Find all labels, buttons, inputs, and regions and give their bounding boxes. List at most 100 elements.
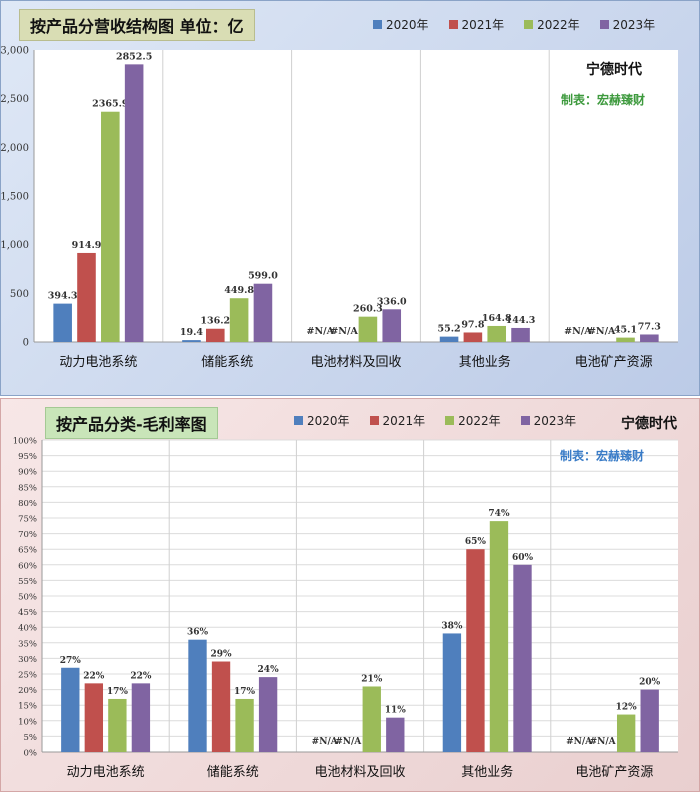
legend-swatch-2023 xyxy=(599,20,609,29)
bar-2023 xyxy=(258,677,278,752)
legend-item-2021: 2021年 xyxy=(369,412,425,429)
data-label-2020: 36% xyxy=(187,628,209,638)
legend-item-2021: 2021年 xyxy=(448,16,505,33)
margin-chart-legend: 2020年 2021年 2022年 2023年 xyxy=(294,412,576,429)
y-tick-label: 500 xyxy=(10,289,29,300)
bar-2023 xyxy=(640,689,659,752)
bar-2022 xyxy=(616,337,635,342)
y-tick-label: 100% xyxy=(13,437,37,447)
bar-2022 xyxy=(101,111,120,343)
x-tick-label: 其他业务 xyxy=(461,764,513,780)
bar-2020 xyxy=(53,303,72,342)
legend-swatch-2022 xyxy=(445,416,455,425)
legend-swatch-2020 xyxy=(373,20,382,29)
y-tick-label: 65% xyxy=(18,546,37,556)
bar-2020 xyxy=(442,633,462,752)
data-label-2023: 60% xyxy=(512,553,534,563)
data-label-2021: 22% xyxy=(83,671,105,681)
y-tick-label: 95% xyxy=(18,452,37,462)
revenue-chart-credit: 制表：宏赫臻财 xyxy=(561,93,646,107)
bar-2022 xyxy=(358,316,378,342)
data-label-2023: 599.0 xyxy=(248,271,278,282)
bar-2023 xyxy=(131,683,151,752)
data-label-2021: #N/A xyxy=(588,326,616,337)
y-tick-label: 2,500 xyxy=(1,94,29,105)
y-tick-label: 0% xyxy=(24,749,38,759)
bar-2021 xyxy=(205,328,225,342)
bar-2020 xyxy=(439,336,459,342)
bar-2020 xyxy=(188,639,207,752)
revenue-chart-title: 按产品分营收结构图 单位：亿 xyxy=(19,9,255,41)
legend-label-2020: 2020年 xyxy=(386,18,429,32)
y-tick-label: 75% xyxy=(18,515,37,525)
data-label-2020: #N/A xyxy=(566,737,593,747)
data-label-2022: 74% xyxy=(488,509,510,519)
y-tick-label: 10% xyxy=(18,717,37,727)
x-tick-label: 其他业务 xyxy=(459,354,511,370)
data-label-2021: 65% xyxy=(465,537,487,547)
data-label-2021: #N/A xyxy=(590,737,617,747)
data-label-2022: 45.1 xyxy=(614,325,637,336)
bar-2021 xyxy=(211,661,231,752)
y-tick-label: 25% xyxy=(18,671,37,681)
legend-label-2022: 2022年 xyxy=(458,414,501,428)
bar-2021 xyxy=(463,332,483,342)
bar-2023 xyxy=(386,717,405,752)
y-tick-label: 3,000 xyxy=(1,46,29,57)
bar-2021 xyxy=(77,252,96,342)
y-tick-label: 0 xyxy=(23,338,29,349)
data-label-2022: 17% xyxy=(234,687,256,697)
data-label-2021: 136.2 xyxy=(200,316,230,327)
margin-chart-credit: 制表：宏赫臻财 xyxy=(560,449,645,463)
bar-2022 xyxy=(229,298,249,342)
x-tick-label: 电池矿产资源 xyxy=(575,765,653,780)
margin-chart-panel: 0% 5% 10% 15% 20% 25% 30% 35% 40% 45% 50% 55% 60% 65%… xyxy=(0,398,700,792)
y-tick-label: 55% xyxy=(18,577,37,587)
y-tick-label: 80% xyxy=(18,499,37,509)
legend-item-2022: 2022年 xyxy=(445,412,501,429)
legend-item-2023: 2023年 xyxy=(599,16,656,33)
y-tick-label: 30% xyxy=(18,655,37,665)
data-label-2021: 97.8 xyxy=(461,319,485,330)
margin-chart-title: 按产品分类-毛利率图 xyxy=(45,407,218,439)
revenue-chart-legend: 2020年 2021年 2022年 2023年 xyxy=(373,16,655,33)
data-label-2020: 27% xyxy=(60,656,82,666)
y-tick-label: 50% xyxy=(18,593,37,603)
y-tick-label: 2,000 xyxy=(1,143,29,154)
data-label-2022: 164.8 xyxy=(482,313,512,324)
data-label-2021: #N/A xyxy=(335,737,362,747)
margin-bar-chart: 0% 5% 10% 15% 20% 25% 30% 35% 40% 45% 50% 55% 60% 65%… xyxy=(13,437,678,780)
data-label-2021: 29% xyxy=(210,650,232,660)
y-tick-label: 45% xyxy=(18,608,37,618)
data-label-2021: #N/A xyxy=(330,326,358,337)
legend-swatch-2021 xyxy=(369,416,379,425)
bar-2023 xyxy=(124,64,144,343)
data-label-2022: 260.3 xyxy=(353,304,383,315)
data-label-2020: #N/A xyxy=(307,326,335,337)
y-tick-label: 90% xyxy=(18,468,37,478)
legend-item-2023: 2023年 xyxy=(520,412,576,429)
legend-swatch-2021 xyxy=(448,20,458,29)
x-tick-label: 动力电池系统 xyxy=(67,765,145,780)
legend-item-2020: 2020年 xyxy=(294,412,350,429)
bar-2022 xyxy=(487,325,507,342)
y-tick-label: 35% xyxy=(18,639,37,649)
y-tick-label: 15% xyxy=(18,702,37,712)
data-label-2020: #N/A xyxy=(312,737,339,747)
legend-item-2020: 2020年 xyxy=(373,16,429,33)
legend-label-2023: 2023年 xyxy=(612,18,656,32)
legend-label-2021: 2021年 xyxy=(461,18,505,32)
bar-2022 xyxy=(489,521,509,752)
data-label-2022: 21% xyxy=(361,674,383,684)
y-tick-label: 1,000 xyxy=(1,240,29,251)
bar-2020 xyxy=(182,340,201,342)
x-tick-label: 电池材料及回收 xyxy=(310,355,401,370)
data-label-2023: 77.3 xyxy=(638,321,661,332)
y-tick-label: 60% xyxy=(18,561,37,571)
y-tick-label: 85% xyxy=(18,483,37,493)
margin-chart-brand: 宁德时代 xyxy=(621,416,677,432)
data-label-2020: 55.2 xyxy=(437,324,460,335)
data-label-2023: 20% xyxy=(639,678,661,688)
data-label-2022: 12% xyxy=(616,703,638,713)
revenue-chart-panel: 0 500 1,000 1,500 2,000 2,500 3,000 394.3 914.9 2… xyxy=(0,0,700,396)
